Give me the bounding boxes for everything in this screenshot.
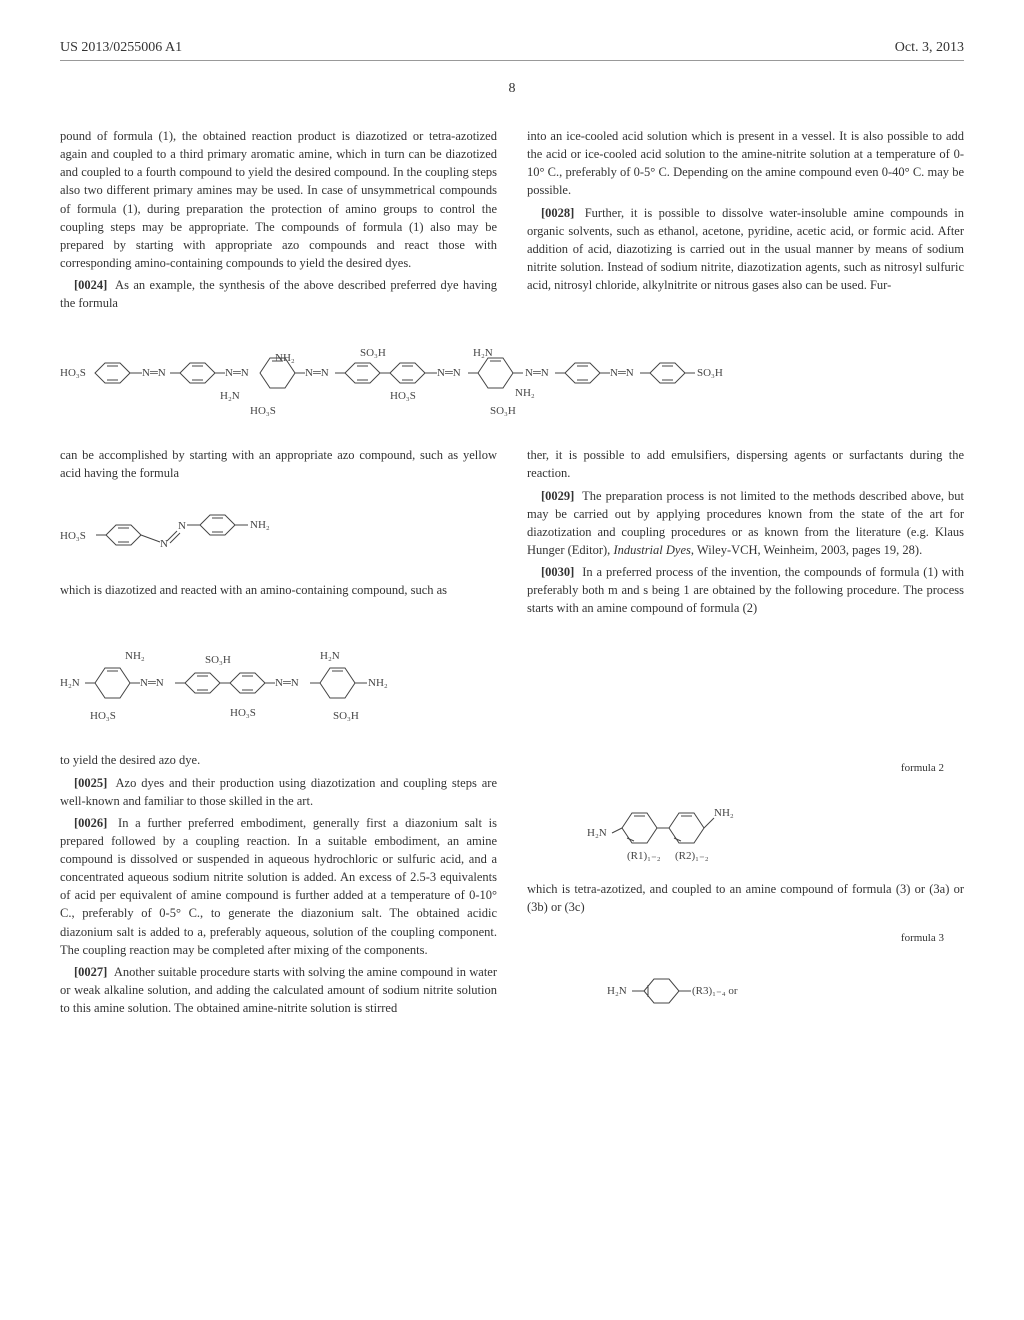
para-0027-text: Another suitable procedure starts with s…: [60, 965, 497, 1015]
svg-text:N: N: [160, 538, 168, 550]
svg-text:H₂N: H₂N: [473, 347, 493, 359]
para-right-mid: ther, it is possible to add emulsifiers,…: [527, 446, 964, 482]
formula-wide-2: H₂N NH₂ HO₃S N═N SO₃H HO₃S N═N H₂N: [60, 641, 964, 731]
content-top: pound of formula (1), the obtained react…: [60, 127, 964, 316]
svg-text:(R3)₁₋₄ or: (R3)₁₋₄ or: [692, 985, 738, 997]
para-num-0026: [0026]: [74, 816, 107, 830]
para-0028: [0028] Further, it is possible to dissol…: [527, 204, 964, 295]
svg-text:N═N: N═N: [142, 367, 166, 379]
para-0027: [0027] Another suitable procedure starts…: [60, 963, 497, 1017]
left-col-mid: can be accomplished by starting with an …: [60, 446, 497, 621]
left-col-top: pound of formula (1), the obtained react…: [60, 127, 497, 316]
content-bottom: to yield the desired azo dye. [0025] Azo…: [60, 751, 964, 1034]
svg-text:NH₂: NH₂: [368, 677, 388, 689]
formula-3: H₂N (R3)₁₋₄ or: [607, 961, 964, 1021]
formula-2: H₂N (R1)₁₋₂ (R2)₁₋₂ NH₂: [587, 791, 964, 866]
para-num-0028: [0028]: [541, 206, 574, 220]
svg-text:HO₃S: HO₃S: [90, 710, 116, 722]
svg-text:N: N: [178, 520, 186, 532]
para-right-cont: into an ice-cooled acid solution which i…: [527, 127, 964, 200]
svg-text:H₂N: H₂N: [220, 390, 240, 402]
para-num-0029: [0029]: [541, 489, 574, 503]
svg-text:SO₃H: SO₃H: [333, 710, 359, 722]
page-number: 8: [60, 81, 964, 97]
para-0026-text: In a further preferred embodiment, gener…: [60, 816, 497, 957]
para-left-mid: can be accomplished by starting with an …: [60, 446, 497, 482]
para-0025: [0025] Azo dyes and their production usi…: [60, 774, 497, 810]
para-0026: [0026] In a further preferred embodiment…: [60, 814, 497, 959]
para-left-mid2: which is diazotized and reacted with an …: [60, 581, 497, 599]
right-col-bottom: formula 2 H₂N (R1)₁₋₂ (R2)₁₋₂ NH₂: [527, 751, 964, 1034]
svg-text:N═N: N═N: [610, 367, 634, 379]
formula-yellow-acid: HO₃S N N NH₂: [60, 497, 497, 567]
svg-text:(R1)₁₋₂: (R1)₁₋₂: [627, 850, 661, 862]
svg-text:HO₃S: HO₃S: [60, 530, 86, 542]
para-continuation: pound of formula (1), the obtained react…: [60, 127, 497, 272]
para-0029: [0029] The preparation process is not li…: [527, 487, 964, 560]
formula2-label: formula 2: [527, 761, 944, 777]
para-num-0030: [0030]: [541, 565, 574, 579]
para-0024-text: As an example, the synthesis of the abov…: [60, 278, 497, 310]
para-num-0024: [0024]: [74, 278, 107, 292]
para-0028-text: Further, it is possible to dissolve wate…: [527, 206, 964, 293]
svg-text:H₂N: H₂N: [60, 677, 80, 689]
para-right-bot: which is tetra-azotized, and coupled to …: [527, 880, 964, 916]
svg-text:N═N: N═N: [275, 677, 299, 689]
svg-text:SO₃H: SO₃H: [697, 367, 723, 379]
para-0025-text: Azo dyes and their production using diaz…: [60, 776, 497, 808]
svg-text:N═N: N═N: [525, 367, 549, 379]
para-0030: [0030] In a preferred process of the inv…: [527, 563, 964, 617]
para-0024: [0024] As an example, the synthesis of t…: [60, 276, 497, 312]
svg-text:N═N: N═N: [225, 367, 249, 379]
right-col-top: into an ice-cooled acid solution which i…: [527, 127, 964, 316]
svg-text:N═N: N═N: [437, 367, 461, 379]
svg-text:SO₃H: SO₃H: [205, 654, 231, 666]
svg-text:H₂N: H₂N: [587, 827, 607, 839]
svg-text:HO₃S: HO₃S: [250, 405, 276, 417]
patent-date: Oct. 3, 2013: [895, 40, 964, 56]
formula3-label: formula 3: [527, 931, 944, 947]
svg-text:HO₃S: HO₃S: [230, 707, 256, 719]
para-num-0025: [0025]: [74, 776, 107, 790]
para-0029-italic: Industrial Dyes: [613, 543, 690, 557]
patent-id: US 2013/0255006 A1: [60, 40, 182, 56]
svg-text:H₂N: H₂N: [607, 985, 627, 997]
svg-text:NH₂: NH₂: [125, 650, 145, 662]
para-num-0027: [0027]: [74, 965, 107, 979]
right-col-mid: ther, it is possible to add emulsifiers,…: [527, 446, 964, 621]
svg-text:N═N: N═N: [305, 367, 329, 379]
formula-wide-1: HO₃S N═N N═N NH₂ H₂N HO₃S N═N SO₃H: [60, 336, 964, 426]
svg-text:HO₃S: HO₃S: [60, 367, 86, 379]
svg-text:NH₂: NH₂: [250, 519, 270, 531]
svg-text:H₂N: H₂N: [320, 650, 340, 662]
left-col-bottom: to yield the desired azo dye. [0025] Azo…: [60, 751, 497, 1034]
svg-text:(R2)₁₋₂: (R2)₁₋₂: [675, 850, 709, 862]
svg-text:NH₂: NH₂: [515, 387, 535, 399]
svg-text:N═N: N═N: [140, 677, 164, 689]
para-0030-text: In a preferred process of the invention,…: [527, 565, 964, 615]
content-mid: can be accomplished by starting with an …: [60, 446, 964, 621]
para-0029-b: , Wiley-VCH, Weinheim, 2003, pages 19, 2…: [691, 543, 922, 557]
para-left-bot: to yield the desired azo dye.: [60, 751, 497, 769]
svg-text:SO₃H: SO₃H: [490, 405, 516, 417]
svg-text:HO₃S: HO₃S: [390, 390, 416, 402]
svg-text:SO₃H: SO₃H: [360, 347, 386, 359]
svg-text:NH₂: NH₂: [714, 807, 734, 819]
